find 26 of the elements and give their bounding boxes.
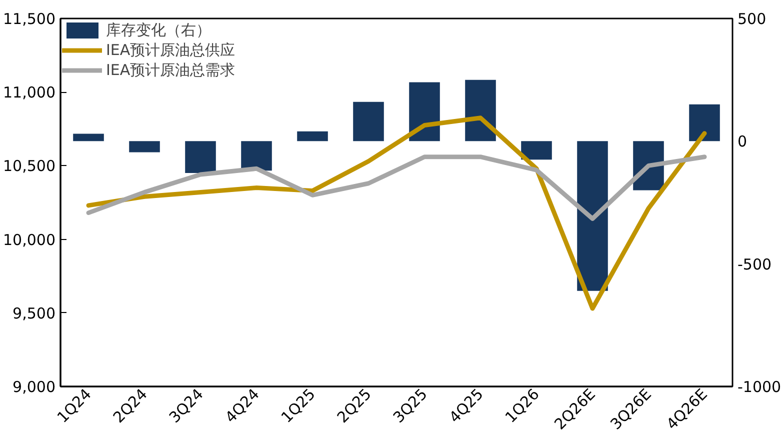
bar (73, 134, 104, 142)
legend-label: IEA预计原油总需求 (106, 60, 236, 80)
y-tick-label: 10,000 (3, 230, 56, 249)
legend-label: IEA预计原油总供应 (106, 40, 236, 60)
bar (689, 104, 720, 142)
line-series (86, 116, 707, 311)
bar (521, 141, 552, 160)
y2-tick-label: -500 (738, 255, 772, 274)
bar (465, 80, 496, 142)
y2-tick-label: 0 (738, 132, 748, 151)
y-tick-label: 9,500 (12, 304, 56, 322)
bar (577, 141, 608, 291)
bar (409, 82, 440, 142)
bar (185, 141, 216, 174)
legend-label: 库存变化（右） (106, 20, 211, 40)
y-tick-label: 9,000 (12, 378, 56, 396)
y2-tick-label: -1000 (738, 378, 782, 396)
bar (241, 141, 272, 171)
y2-tick-label: 500 (738, 10, 766, 28)
y-tick-label: 11,500 (3, 10, 56, 28)
y-tick-label: 10,500 (3, 157, 56, 176)
bar (297, 131, 328, 142)
y-tick-label: 11,000 (3, 84, 56, 102)
line-series (86, 154, 707, 221)
bar (129, 141, 160, 152)
bar (353, 102, 384, 142)
